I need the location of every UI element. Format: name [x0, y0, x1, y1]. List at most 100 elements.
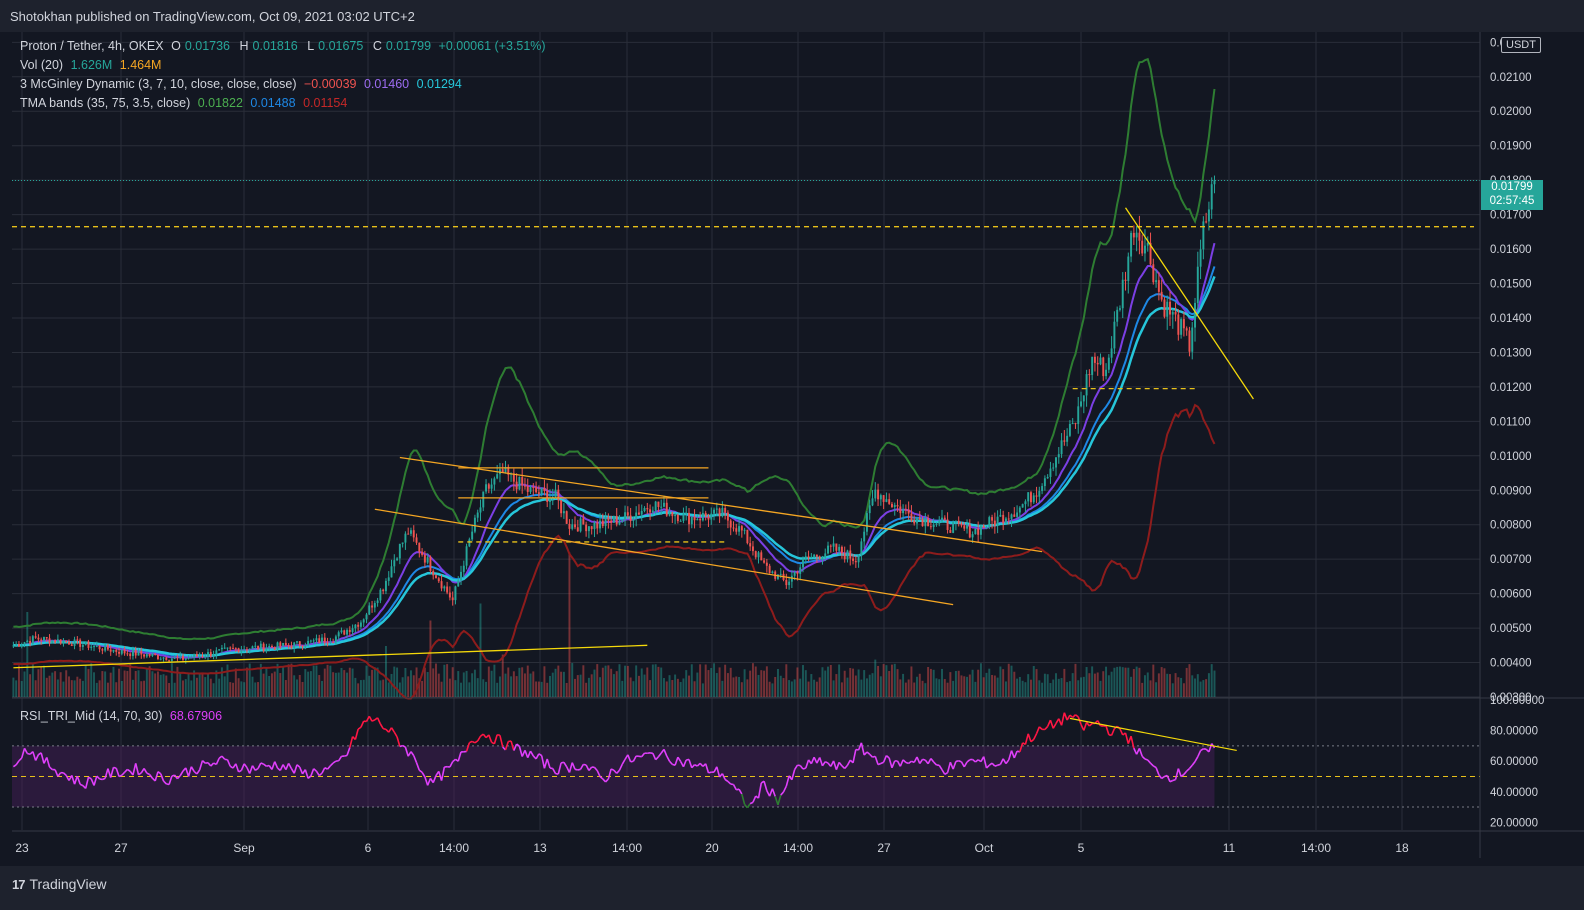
candle-body [941, 517, 943, 521]
volume-bar [1004, 681, 1007, 697]
volume-bar [813, 679, 816, 697]
rsi-segment [1180, 773, 1185, 778]
candle-body [1199, 249, 1202, 267]
volume-bar [526, 665, 529, 697]
candle-body [504, 466, 507, 473]
volume-bar [540, 681, 543, 697]
rsi-segment [930, 758, 935, 763]
candle-body [596, 522, 599, 529]
currency-label[interactable]: USDT [1501, 37, 1541, 53]
candle-body [429, 557, 432, 571]
volume-bar [168, 683, 171, 697]
candle-body [193, 654, 196, 658]
rsi-segment [360, 720, 365, 728]
volume-bar [234, 668, 237, 697]
rsi-trendline [1069, 717, 1237, 752]
candle-body [665, 502, 668, 516]
volume-bar [318, 675, 321, 697]
rsi-segment [124, 768, 128, 773]
rsi-segment [677, 756, 682, 762]
volume-bar [432, 668, 435, 697]
rsi-segment [927, 758, 932, 765]
candle-body [40, 639, 43, 641]
candle-body [159, 658, 162, 660]
volume-bar [1127, 667, 1130, 697]
candle-body [26, 640, 29, 643]
volume-bar [371, 669, 374, 697]
rsi-segment [777, 794, 782, 806]
volume-bar [460, 682, 462, 697]
volume-bar [104, 671, 107, 697]
rsi-segment [1033, 733, 1038, 740]
rsi-segment [474, 740, 479, 744]
rsi-segment [190, 766, 195, 772]
volume-bar [212, 683, 215, 697]
volume-bar [476, 678, 479, 697]
volume-bar [966, 676, 969, 697]
candle-body [1007, 518, 1010, 520]
rsi-segment [354, 728, 359, 740]
candle-body [893, 505, 896, 508]
volume-bar [1077, 680, 1080, 697]
rsi-segment [1007, 750, 1013, 761]
volume-bar [1091, 666, 1094, 697]
volume-bar [882, 664, 885, 697]
candle-body [43, 637, 45, 641]
volume-bar [351, 668, 354, 697]
rsi-segment [54, 769, 59, 777]
volume-bar [1160, 667, 1163, 697]
volume-bar [757, 674, 760, 697]
volume-bar [582, 665, 585, 697]
tradingview-logo[interactable]: 17 TradingView [12, 876, 107, 892]
rsi-segment [949, 761, 954, 770]
rsi-segment [691, 764, 696, 769]
candle-body [857, 554, 860, 563]
candle-body [849, 550, 852, 559]
volume-bar [888, 670, 891, 697]
volume-bar [721, 680, 724, 697]
candle-body [134, 650, 137, 656]
volume-bar [187, 673, 190, 697]
rsi-segment [321, 767, 326, 774]
candle-body [624, 512, 627, 520]
volume-bar [751, 663, 754, 697]
volume-bar [446, 664, 449, 697]
candle-body [865, 513, 868, 532]
volume-bar [204, 677, 207, 697]
volume-bar [1066, 682, 1069, 697]
candle-body [604, 516, 607, 527]
candle-body [840, 546, 843, 554]
candle-body [31, 636, 34, 644]
volume-bar [860, 679, 863, 697]
volume-bar [863, 670, 866, 697]
rsi-segment [607, 768, 612, 780]
rsi-segment [605, 778, 609, 783]
volume-bar [1035, 669, 1038, 697]
rsi-segment [577, 768, 581, 771]
volume-bar [654, 664, 657, 697]
candle-body [554, 489, 557, 497]
volume-bar [760, 670, 763, 697]
rsi-segment [540, 755, 546, 769]
volume-bar [749, 670, 752, 697]
legend-low: 0.01675 [318, 39, 364, 53]
volume-bar [632, 681, 635, 697]
volume-bar [126, 670, 129, 697]
volume-bar [254, 682, 257, 697]
candle-body [651, 510, 654, 513]
volume-bar [640, 668, 643, 697]
rsi-segment [376, 717, 382, 725]
volume-bar [1105, 666, 1108, 697]
volume-bar [143, 680, 146, 697]
volume-bar [1099, 680, 1102, 697]
candle-body [398, 543, 401, 559]
rsi-segment [721, 773, 726, 780]
volume-bar [968, 674, 971, 697]
volume-bar [777, 669, 779, 697]
candle-body [799, 567, 802, 574]
volume-bar [571, 663, 574, 697]
volume-bar [596, 664, 599, 697]
rsi-segment [802, 767, 807, 770]
candle-body [371, 605, 374, 608]
